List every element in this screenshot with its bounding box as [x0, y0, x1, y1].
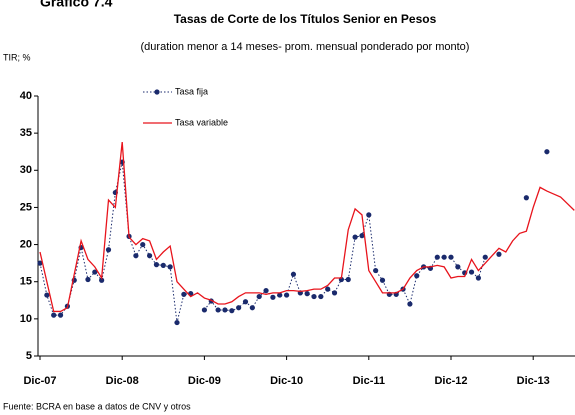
x-tick-label: Dic-08 [106, 375, 139, 387]
data-point [215, 307, 221, 313]
data-point [496, 251, 502, 257]
y-tick-label: 10 [20, 313, 32, 325]
data-point [153, 262, 160, 268]
data-point [270, 294, 276, 300]
data-point [263, 288, 269, 294]
data-point [290, 271, 297, 277]
data-point [277, 292, 283, 298]
chart-title: Tasas de Corte de los Títulos Senior en … [174, 12, 437, 26]
data-point [229, 308, 235, 314]
data-point [441, 254, 447, 260]
data-point [167, 264, 173, 270]
data-point [366, 212, 372, 218]
data-point [359, 233, 365, 239]
data-point [57, 312, 64, 318]
y-tick-label: 40 [20, 90, 32, 102]
y-tick-label: 30 [20, 164, 32, 176]
data-point [468, 269, 475, 275]
y-tick-label: 35 [20, 127, 32, 139]
x-tick-label: Dic-09 [188, 375, 221, 387]
data-point [448, 254, 454, 260]
data-point [140, 241, 146, 248]
data-point [407, 301, 413, 307]
source: Fuente: BCRA en base a datos de CNV y ot… [3, 401, 191, 411]
data-point [242, 299, 249, 305]
data-point [311, 293, 317, 300]
data-point [352, 234, 358, 240]
data-point [373, 267, 379, 274]
legend-label: Tasa fija [175, 86, 208, 96]
data-point [249, 305, 255, 311]
data-point [92, 269, 98, 275]
data-point [434, 254, 440, 260]
data-point [379, 277, 386, 283]
y-tick-label: 15 [20, 276, 32, 288]
data-point [236, 305, 242, 311]
data-point [284, 292, 290, 298]
header: Gráfico 7.4 [40, 0, 113, 10]
y-axis-label: TIR; % [3, 52, 31, 62]
data-point [99, 277, 105, 283]
data-point [331, 290, 338, 296]
series-line [40, 152, 547, 323]
data-point [37, 260, 43, 266]
data-point [201, 307, 207, 313]
y-tick-label: 25 [20, 201, 32, 213]
data-point [414, 273, 420, 279]
x-tick-label: Dic-12 [434, 375, 467, 387]
y-tick-label: 20 [20, 238, 32, 250]
x-tick-label: Dic-10 [270, 375, 303, 387]
data-point [544, 149, 550, 155]
data-point [325, 286, 331, 292]
data-point [44, 292, 50, 298]
x-tick-label: Dic-13 [517, 375, 550, 387]
data-point [133, 253, 139, 259]
data-point [304, 291, 310, 297]
data-point [147, 253, 153, 259]
y-tick-label: 5 [26, 350, 32, 362]
series-line [39, 141, 575, 313]
x-tick-label: Dic-11 [353, 375, 385, 387]
data-point [256, 293, 262, 300]
data-point [482, 254, 488, 260]
data-point [222, 307, 228, 313]
data-point [523, 195, 529, 201]
data-point [455, 264, 461, 270]
legend-label: Tasa variable [175, 117, 228, 127]
data-point [345, 276, 351, 283]
legend-marker [154, 89, 160, 95]
x-tick-label: Dic-07 [23, 375, 56, 387]
data-point [85, 276, 91, 283]
data-point [475, 275, 481, 281]
chart-subtitle: (duration menor a 14 meses- prom. mensua… [141, 41, 470, 53]
data-point [318, 293, 324, 300]
data-point [181, 291, 187, 297]
data-point [105, 247, 112, 253]
data-point [51, 312, 57, 318]
data-point [160, 262, 166, 268]
data-point [174, 319, 180, 326]
